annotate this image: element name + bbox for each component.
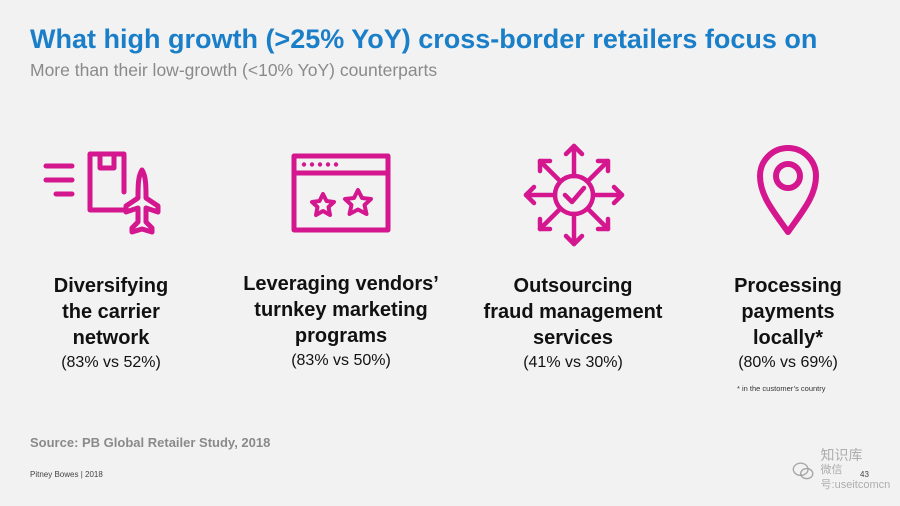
footer-brand: Pitney Bowes | 2018 [30,470,103,479]
page-number: 43 [860,470,869,479]
source-note: Source: PB Global Retailer Study, 2018 [30,435,271,450]
wechat-icon [792,462,814,479]
item-heading: Outsourcing fraud management services [483,275,663,349]
slide-subtitle: More than their low-growth (<10% YoY) co… [30,60,438,80]
item-stat: (83% vs 50%) [291,352,391,369]
location-pin-icon [718,140,858,250]
watermark-account: 微信号:useitcomcn [820,464,891,491]
item-carrier-network: Diversifying the carrier network (83% vs… [0,273,222,373]
item-stat: (83% vs 52%) [61,354,161,371]
item-heading: Diversifying the carrier network [53,275,169,349]
item-heading: Processing payments locally* [734,275,842,349]
slide-title: What high growth (>25% YoY) cross-border… [30,24,818,54]
item-stat: (80% vs 69%) [738,354,838,371]
watermark: 知识库 微信号:useitcomcn [792,448,900,493]
outward-arrows-check-icon [504,140,644,250]
item-stat: (41% vs 30%) [523,354,623,371]
watermark-title: 知识库 [820,447,863,463]
item-local-payments: Processing payments locally* (80% vs 69%… [678,273,898,373]
item-turnkey-marketing: Leveraging vendors’ turnkey marketing pr… [231,271,451,371]
browser-stars-icon [272,140,412,250]
footnote: * in the customer’s country [737,384,826,393]
item-fraud-management: Outsourcing fraud management services (4… [463,273,683,373]
item-heading: Leveraging vendors’ turnkey marketing pr… [243,273,439,347]
package-airplane-icon [42,140,182,250]
